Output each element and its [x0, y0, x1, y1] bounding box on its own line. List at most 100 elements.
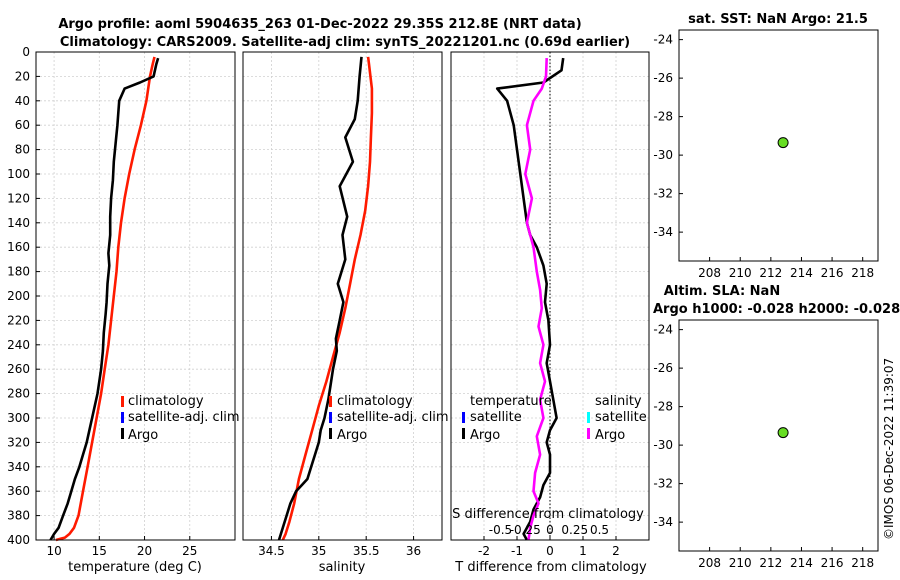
x-tick-label: 35.5	[353, 544, 380, 558]
x-tick-label: 0	[546, 544, 554, 558]
x-tick-label: 214	[790, 556, 813, 570]
legend-label-satellite-clim: satellite-adj. clim	[128, 410, 240, 425]
y-tick-label: 320	[7, 435, 30, 449]
y-tick-label: -32	[653, 477, 673, 491]
series-climatology	[281, 56, 374, 541]
figure-title-line-2: Climatology: CARS2009. Satellite-adj cli…	[60, 35, 630, 50]
y-tick-label: -28	[653, 400, 673, 414]
y-tick-label: -30	[653, 148, 673, 162]
series-argo-temperature-difference	[495, 57, 565, 541]
legend-swatch-satellite	[462, 412, 465, 423]
y-tick-label: -24	[653, 323, 673, 337]
sla-ticks: 208 210 212 214 216 218 -24 -26 -28 -30 -32 -34	[653, 323, 874, 570]
x-tick-label: 25	[182, 544, 197, 558]
y-tick-label: 120	[7, 191, 30, 205]
salinity-legend: climatology satellite-adj. clim Argo	[329, 394, 449, 443]
salinity-axes-box	[242, 51, 443, 541]
y-tick-label: 260	[7, 362, 30, 376]
top-tick-label: 0.25	[561, 523, 588, 537]
figure-title-line-1: Argo profile: aoml 5904635_263 01-Dec-20…	[58, 17, 581, 32]
temperature-panel: 10 15 20 25 0 20 40 60 80 100 120 140 160 180 200 220 2…	[7, 45, 240, 575]
y-tick-label: 200	[7, 289, 30, 303]
legend-swatch-argo	[121, 428, 124, 439]
x-tick-label: 10	[46, 544, 61, 558]
series-argo-salinity-difference	[523, 58, 548, 541]
legend-swatch-climatology	[121, 396, 124, 407]
legend-swatch-argo	[329, 428, 332, 439]
temperature-x-ticks: 10 15 20 25	[46, 536, 197, 558]
sla-title-line-1: Altim. SLA: NaN	[664, 284, 780, 299]
argo-location-marker	[777, 427, 789, 439]
y-tick-label: -26	[653, 361, 673, 375]
legend-label-argo-salinity: Argo	[595, 428, 625, 443]
difference-x-ticks: -2 -1 0 1 2	[478, 536, 620, 558]
x-tick-label: 216	[821, 266, 844, 280]
x-tick-label: 210	[729, 266, 752, 280]
legend-label-argo: Argo	[470, 428, 500, 443]
legend-label-argo: Argo	[337, 428, 367, 443]
x-tick-label: 210	[729, 556, 752, 570]
temperature-x-label: temperature (deg C)	[68, 560, 202, 575]
x-tick-label: 35	[311, 544, 326, 558]
series-argo	[49, 57, 160, 541]
y-tick-label: 20	[15, 69, 30, 83]
legend-label-argo: Argo	[128, 428, 158, 443]
temperature-y-ticks: 0 20 40 60 80 100 120 140 160 180 200 220 240 260 280 3…	[7, 45, 40, 547]
x-tick-label: -2	[478, 544, 490, 558]
salinity-x-ticks: 34.5 35 35.5 36	[258, 536, 421, 558]
sst-ticks: 208 210 212 214 216 218 -24 -26 -28 -30 -32 -34	[653, 33, 874, 280]
temperature-grid	[36, 51, 235, 541]
x-tick-label: 20	[137, 544, 152, 558]
x-tick-label: 208	[698, 556, 721, 570]
legend-label-satellite: satellite	[470, 410, 522, 425]
x-tick-label: 1	[579, 544, 587, 558]
y-tick-label: 340	[7, 460, 30, 474]
sla-axes-box	[678, 319, 879, 552]
y-tick-label: -26	[653, 71, 673, 85]
x-tick-label: 15	[92, 544, 107, 558]
top-tick-label: 0	[546, 523, 554, 537]
sla-title-line-2: Argo h1000: -0.028 h2000: -0.028	[653, 302, 900, 317]
y-tick-label: 160	[7, 240, 30, 254]
y-tick-label: 360	[7, 484, 30, 498]
difference-series	[495, 57, 565, 541]
legend-swatch-satellite-salinity	[587, 412, 590, 423]
y-tick-label: 100	[7, 167, 30, 181]
y-tick-label: -30	[653, 438, 673, 452]
y-tick-label: 140	[7, 216, 30, 230]
salinity-panel: 34.5 35 35.5 36 salinity climatology satell…	[242, 51, 449, 575]
top-tick-label: 0.5	[590, 523, 609, 537]
temperature-series	[49, 56, 160, 542]
sst-points	[777, 137, 789, 149]
series-argo	[277, 56, 363, 541]
y-tick-label: -32	[653, 187, 673, 201]
salinity-grid	[243, 51, 442, 541]
sla-points	[777, 427, 789, 439]
sla-map-panel: Altim. SLA: NaN Argo h1000: -0.028 h2000…	[653, 284, 900, 570]
legend-swatch-argo-salinity	[587, 428, 590, 439]
series-climatology	[55, 56, 156, 542]
y-tick-label: 300	[7, 411, 30, 425]
legend-title-temperature: temperature	[470, 394, 552, 409]
x-tick-label: 212	[759, 266, 782, 280]
x-tick-label: -1	[511, 544, 523, 558]
x-tick-label: 216	[821, 556, 844, 570]
legend-label-satellite-clim: satellite-adj. clim	[337, 410, 449, 425]
top-tick-label: -0.5	[489, 523, 512, 537]
y-tick-label: -24	[653, 33, 673, 47]
y-tick-label: 400	[7, 533, 30, 547]
y-tick-label: 240	[7, 338, 30, 352]
y-tick-label: 60	[15, 118, 30, 132]
y-tick-label: 180	[7, 265, 30, 279]
sst-title: sat. SST: NaN Argo: 21.5	[688, 12, 868, 27]
y-tick-label: 280	[7, 387, 30, 401]
x-tick-label: 208	[698, 266, 721, 280]
sst-map-panel: sat. SST: NaN Argo: 21.5 208 210 212 214 216…	[653, 12, 879, 280]
legend-label-climatology: climatology	[128, 394, 204, 409]
y-tick-label: -34	[653, 225, 673, 239]
y-tick-label: 380	[7, 509, 30, 523]
top-tick-label: -0.25	[510, 523, 541, 537]
salinity-series	[277, 56, 374, 541]
legend-title-salinity: salinity	[595, 394, 642, 409]
